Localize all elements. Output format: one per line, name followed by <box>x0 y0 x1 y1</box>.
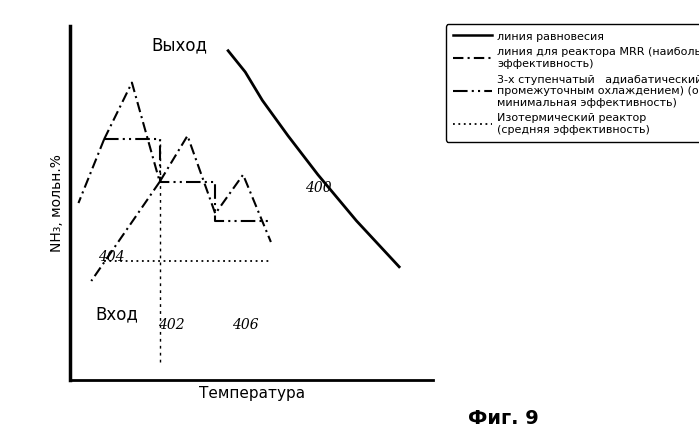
Text: 400: 400 <box>305 181 332 195</box>
Text: 406: 406 <box>232 318 259 332</box>
Text: Фиг. 9: Фиг. 9 <box>468 409 539 428</box>
Text: 404: 404 <box>98 251 124 264</box>
Y-axis label: NH₃, мольн.%: NH₃, мольн.% <box>50 154 64 252</box>
Legend: линия равновесия, линия для реактора MRR (наибольшая
эффективность), 3-х ступенч: линия равновесия, линия для реактора MRR… <box>446 24 699 142</box>
Text: Вход: Вход <box>95 306 138 324</box>
X-axis label: Температура: Температура <box>199 386 305 401</box>
Text: Выход: Выход <box>151 37 207 54</box>
Text: 402: 402 <box>157 318 185 332</box>
